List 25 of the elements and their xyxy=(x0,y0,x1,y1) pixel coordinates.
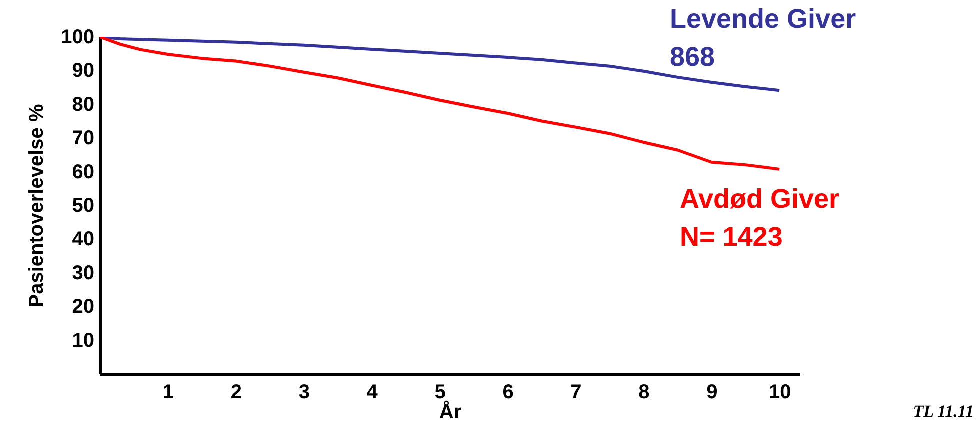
y-tick-label: 80 xyxy=(72,94,94,116)
x-tick-label: 4 xyxy=(366,382,379,404)
y-tick-label: 100 xyxy=(61,26,94,48)
y-tick-label: 60 xyxy=(72,161,94,184)
x-tick-label: 7 xyxy=(570,382,582,404)
y-tick-label: 10 xyxy=(72,330,94,352)
series-label: Avdød Giver N= 1423 xyxy=(680,184,840,252)
line-series xyxy=(100,37,782,171)
x-tick-label: 2 xyxy=(230,382,242,404)
x-tick-label: 6 xyxy=(502,382,514,404)
x-axis-title: År xyxy=(439,400,462,424)
x-tick-label: 8 xyxy=(638,382,650,404)
x-tick-label: 1 xyxy=(162,382,174,404)
series-label: Levende Giver 868 xyxy=(670,4,857,72)
text: TL 11.11 xyxy=(913,402,974,421)
x-tick-label: 10 xyxy=(768,382,792,404)
x-tick-label: 3 xyxy=(298,382,310,404)
y-tick-label: 20 xyxy=(72,296,94,318)
y-tick-label: 30 xyxy=(72,262,94,284)
y-tick-label: 50 xyxy=(72,195,94,217)
y-axis-title: Pasientoverlevelse % xyxy=(26,104,48,308)
y-tick-label: 40 xyxy=(72,228,94,251)
y-tick-label: 70 xyxy=(72,128,94,150)
x-tick-label: 9 xyxy=(706,382,718,404)
y-tick-label: 90 xyxy=(72,60,94,82)
